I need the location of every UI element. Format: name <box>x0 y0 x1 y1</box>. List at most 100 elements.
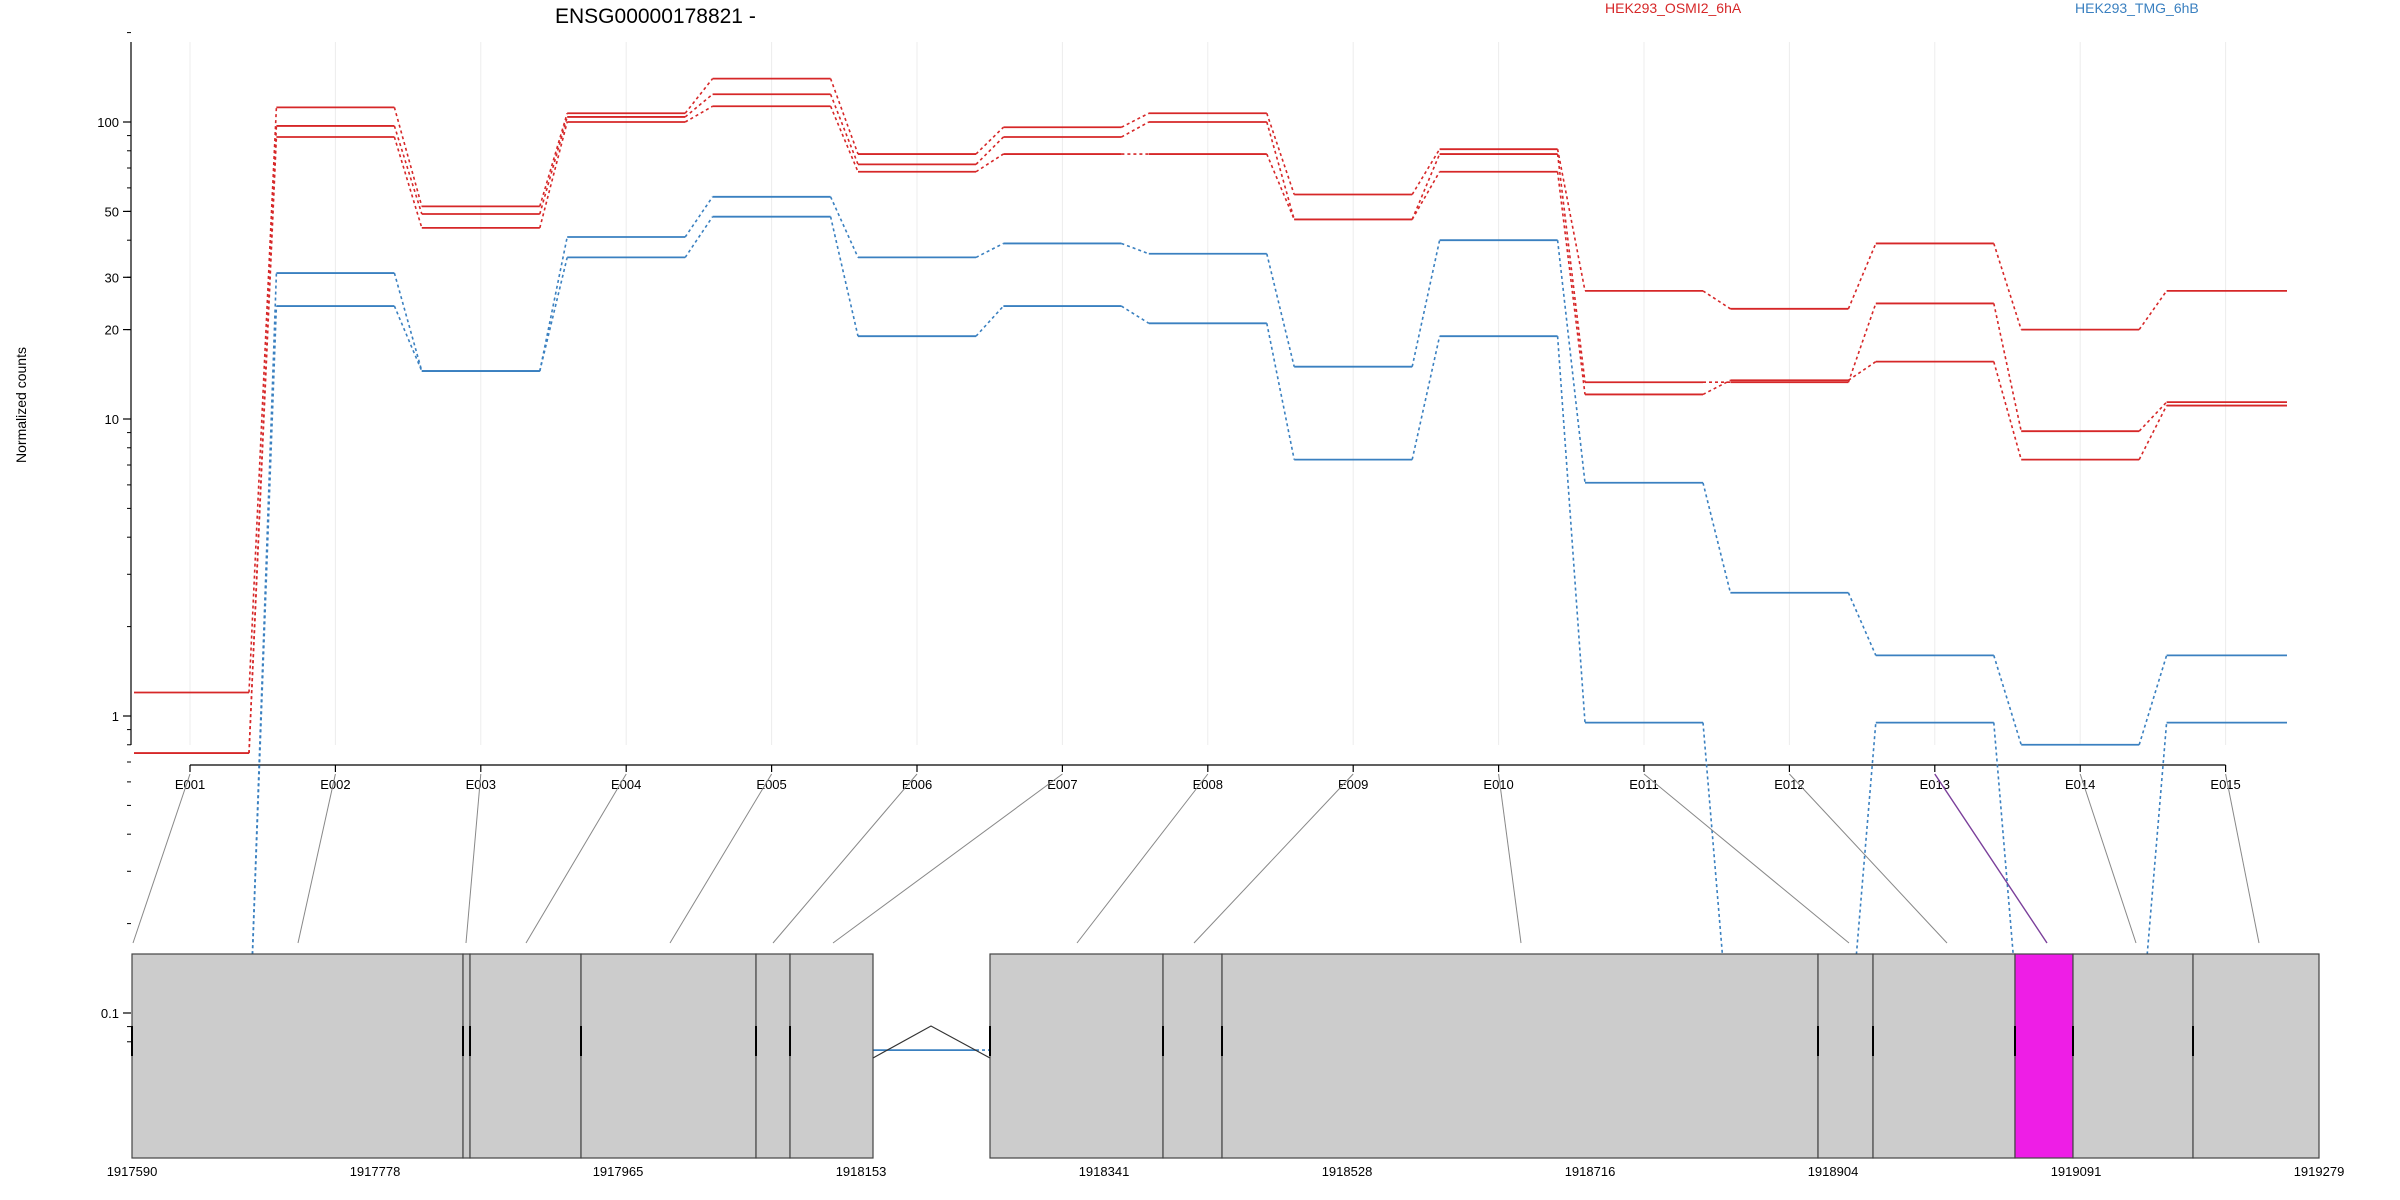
intron-chevron <box>872 1025 991 1059</box>
series-connector <box>248 107 278 693</box>
y-tick-label: 0.1 <box>101 1006 119 1021</box>
x-tick-label: E011 <box>1629 777 1658 792</box>
x-tick-label: E010 <box>1483 777 1513 792</box>
series-connector <box>975 153 1004 173</box>
series-connector <box>1556 240 1586 483</box>
series-connector <box>1121 112 1150 128</box>
exon-box <box>1221 953 1819 1159</box>
exon-box <box>1872 953 2016 1159</box>
exon-box <box>131 953 464 1159</box>
series-connector <box>1702 722 1732 1051</box>
coordinate-label: 1917590 <box>107 1164 158 1179</box>
legend-label-tmg: HEK293_TMG_6hB <box>2075 0 2199 16</box>
series-connector <box>684 78 714 114</box>
exon-box <box>2072 953 2194 1159</box>
series-connector <box>1847 360 1877 381</box>
series-connector <box>539 121 568 229</box>
exon-connector-E010 <box>1498 773 1522 944</box>
chart-title: ENSG00000178821 - <box>555 5 756 28</box>
series-connector <box>1411 336 1441 460</box>
x-tick-label: E001 <box>175 777 205 792</box>
series-connector <box>684 216 714 258</box>
series-connector <box>393 272 423 372</box>
x-tick-label: E008 <box>1193 777 1223 792</box>
exon-box <box>1162 953 1223 1159</box>
series-connector <box>1556 171 1586 395</box>
series-connector <box>1847 303 1877 383</box>
exon-box <box>755 953 791 1159</box>
exon-connector-E008 <box>1076 773 1209 944</box>
coordinate-label: 1918341 <box>1079 1164 1130 1179</box>
series-3 <box>134 195 2287 1052</box>
exon-connector-E001 <box>132 773 191 944</box>
series-connector <box>1266 153 1295 220</box>
exon-box <box>989 953 1164 1159</box>
exon-connector-E007 <box>832 773 1063 944</box>
gene-model <box>131 953 2320 1159</box>
series-connector <box>1556 149 1586 292</box>
grid-lines <box>189 42 2227 745</box>
coordinate-axis: 1917590 1917778 1917965 1918153 1918341 19185… <box>107 1164 2345 1179</box>
series-connector <box>393 125 423 215</box>
series-connector <box>829 196 859 258</box>
series-connector <box>393 136 423 229</box>
y-tick-label: 1 <box>112 709 119 724</box>
y-tick-label: 100 <box>97 115 119 130</box>
exon-box-highlighted <box>2014 953 2074 1159</box>
series-2 <box>134 105 2287 755</box>
series-connector <box>829 78 859 155</box>
exon-box <box>580 953 757 1159</box>
series-1 <box>134 93 2287 755</box>
series-connector <box>1266 253 1295 367</box>
exon-box <box>462 953 471 1159</box>
series-connector <box>1993 361 2022 460</box>
coordinate-label: 1919279 <box>2294 1164 2345 1179</box>
x-axis: E001 E002 E003 E004 E005 E006 E007 E008 E009 E010… <box>175 764 2241 792</box>
y-axis-label: Normalized counts <box>13 347 29 463</box>
series-connector <box>1993 655 2022 746</box>
series-connector <box>829 216 859 337</box>
coordinate-label: 1918528 <box>1322 1164 1373 1179</box>
exon-connector-E013 <box>1934 773 2048 944</box>
series-connector <box>1121 242 1150 255</box>
series-connector <box>393 107 423 207</box>
series-connector <box>539 257 568 372</box>
y-tick-label: 10 <box>105 412 119 427</box>
series-connector <box>1556 153 1586 383</box>
x-tick-label: E013 <box>1920 777 1950 792</box>
series-connector <box>1702 379 1731 396</box>
series-connector <box>1266 113 1295 195</box>
series-connector <box>1847 243 1877 310</box>
series-connector <box>829 105 859 173</box>
series-connector <box>829 93 859 165</box>
series-connector <box>1993 722 2022 1051</box>
series-connector <box>1847 592 1877 656</box>
exon-box <box>469 953 582 1159</box>
exon-connector-E002 <box>297 773 336 944</box>
coordinate-label: 1917778 <box>350 1164 401 1179</box>
series-connector <box>1702 482 1732 593</box>
series-connector <box>1120 305 1150 324</box>
coordinate-label: 1918153 <box>836 1164 887 1179</box>
x-tick-label: E004 <box>611 777 641 792</box>
series-connector <box>975 126 1004 155</box>
series-connector <box>248 136 278 754</box>
legend-label-osmi2: HEK293_OSMI2_6hA <box>1605 0 1742 16</box>
series-connector <box>539 236 568 372</box>
exon-box <box>789 953 874 1159</box>
x-tick-label: E002 <box>320 777 350 792</box>
x-tick-label: E009 <box>1338 777 1368 792</box>
series-connector <box>539 116 568 215</box>
x-tick-label: E015 <box>2210 777 2240 792</box>
y-tick-label: 30 <box>105 270 119 285</box>
series-connector <box>2138 401 2168 432</box>
series-connector <box>248 306 278 1051</box>
series-connector <box>1411 240 1441 367</box>
series-connector <box>975 242 1004 259</box>
x-tick-label: E007 <box>1047 777 1077 792</box>
series-connector <box>1411 171 1441 220</box>
series-connector <box>1121 121 1150 138</box>
exon-connector-E006 <box>772 773 918 944</box>
exon-connector-E011 <box>1643 773 1850 944</box>
